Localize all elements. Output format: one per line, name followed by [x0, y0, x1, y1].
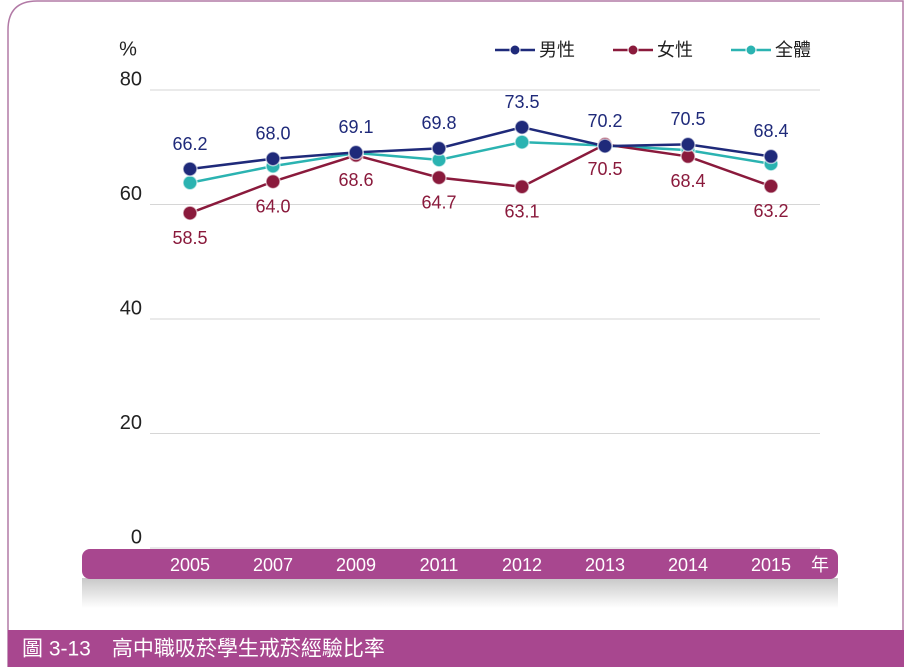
- x-tick-label: 2015: [751, 555, 791, 575]
- data-label: 64.7: [421, 192, 456, 212]
- legend-label: 女性: [657, 40, 693, 60]
- x-tick-label: 2007: [253, 555, 293, 575]
- series-line: [189, 140, 772, 184]
- point: [431, 140, 447, 157]
- point: [680, 136, 696, 153]
- point: [182, 205, 198, 221]
- data-label: 70.2: [587, 111, 622, 131]
- data-label: 70.5: [670, 109, 705, 129]
- x-axis-label: 年: [811, 555, 829, 575]
- data-label: 73.5: [504, 92, 539, 112]
- legend-label: 全體: [775, 40, 811, 60]
- point: [348, 144, 364, 161]
- data-label: 70.5: [587, 159, 622, 179]
- point: [763, 178, 779, 194]
- y-tick-label: 20: [120, 412, 142, 434]
- y-tick-label: 0: [131, 526, 142, 548]
- data-label: 58.5: [172, 228, 207, 248]
- point: [265, 173, 281, 190]
- point: [763, 148, 779, 165]
- point: [514, 119, 530, 135]
- data-label: 64.0: [255, 196, 290, 216]
- data-label: 69.1: [338, 117, 373, 137]
- data-label: 69.8: [421, 113, 456, 133]
- point: [182, 161, 198, 177]
- data-label: 68.4: [753, 121, 788, 141]
- series-line: [189, 143, 772, 215]
- x-tick-label: 2005: [170, 555, 210, 575]
- data-label: 68.6: [338, 170, 373, 190]
- point: [597, 138, 613, 154]
- point: [514, 179, 530, 195]
- x-axis-band: [82, 549, 838, 579]
- caption-bar: [8, 630, 904, 667]
- point: [431, 169, 447, 186]
- x-tick-label: 2011: [420, 555, 459, 575]
- y-tick-label: 60: [120, 183, 142, 205]
- data-label: 68.4: [670, 171, 705, 191]
- legend-label: 男性: [539, 40, 575, 60]
- legend-marker: [509, 44, 521, 56]
- series-line: [189, 125, 772, 171]
- data-label: 66.2: [172, 134, 207, 154]
- x-tick-label: 2014: [668, 555, 708, 575]
- data-label: 63.1: [504, 202, 539, 222]
- legend-marker: [627, 44, 639, 56]
- data-label: 68.0: [255, 123, 290, 143]
- y-axis-label: %: [119, 38, 137, 60]
- point: [182, 174, 198, 191]
- frame: [7, 0, 904, 667]
- chart-title: 圖 3-13 高中職吸菸學生戒菸經驗比率: [22, 638, 385, 661]
- y-tick-label: 40: [120, 297, 142, 319]
- axis-shadow: [82, 578, 838, 608]
- data-label: 63.2: [753, 201, 788, 221]
- x-tick-label: 2013: [585, 555, 625, 575]
- x-tick-label: 2012: [502, 555, 542, 575]
- point: [265, 150, 281, 167]
- legend-marker: [745, 44, 757, 56]
- x-tick-label: 2009: [336, 555, 376, 575]
- y-tick-label: 80: [120, 68, 142, 90]
- point: [514, 134, 530, 150]
